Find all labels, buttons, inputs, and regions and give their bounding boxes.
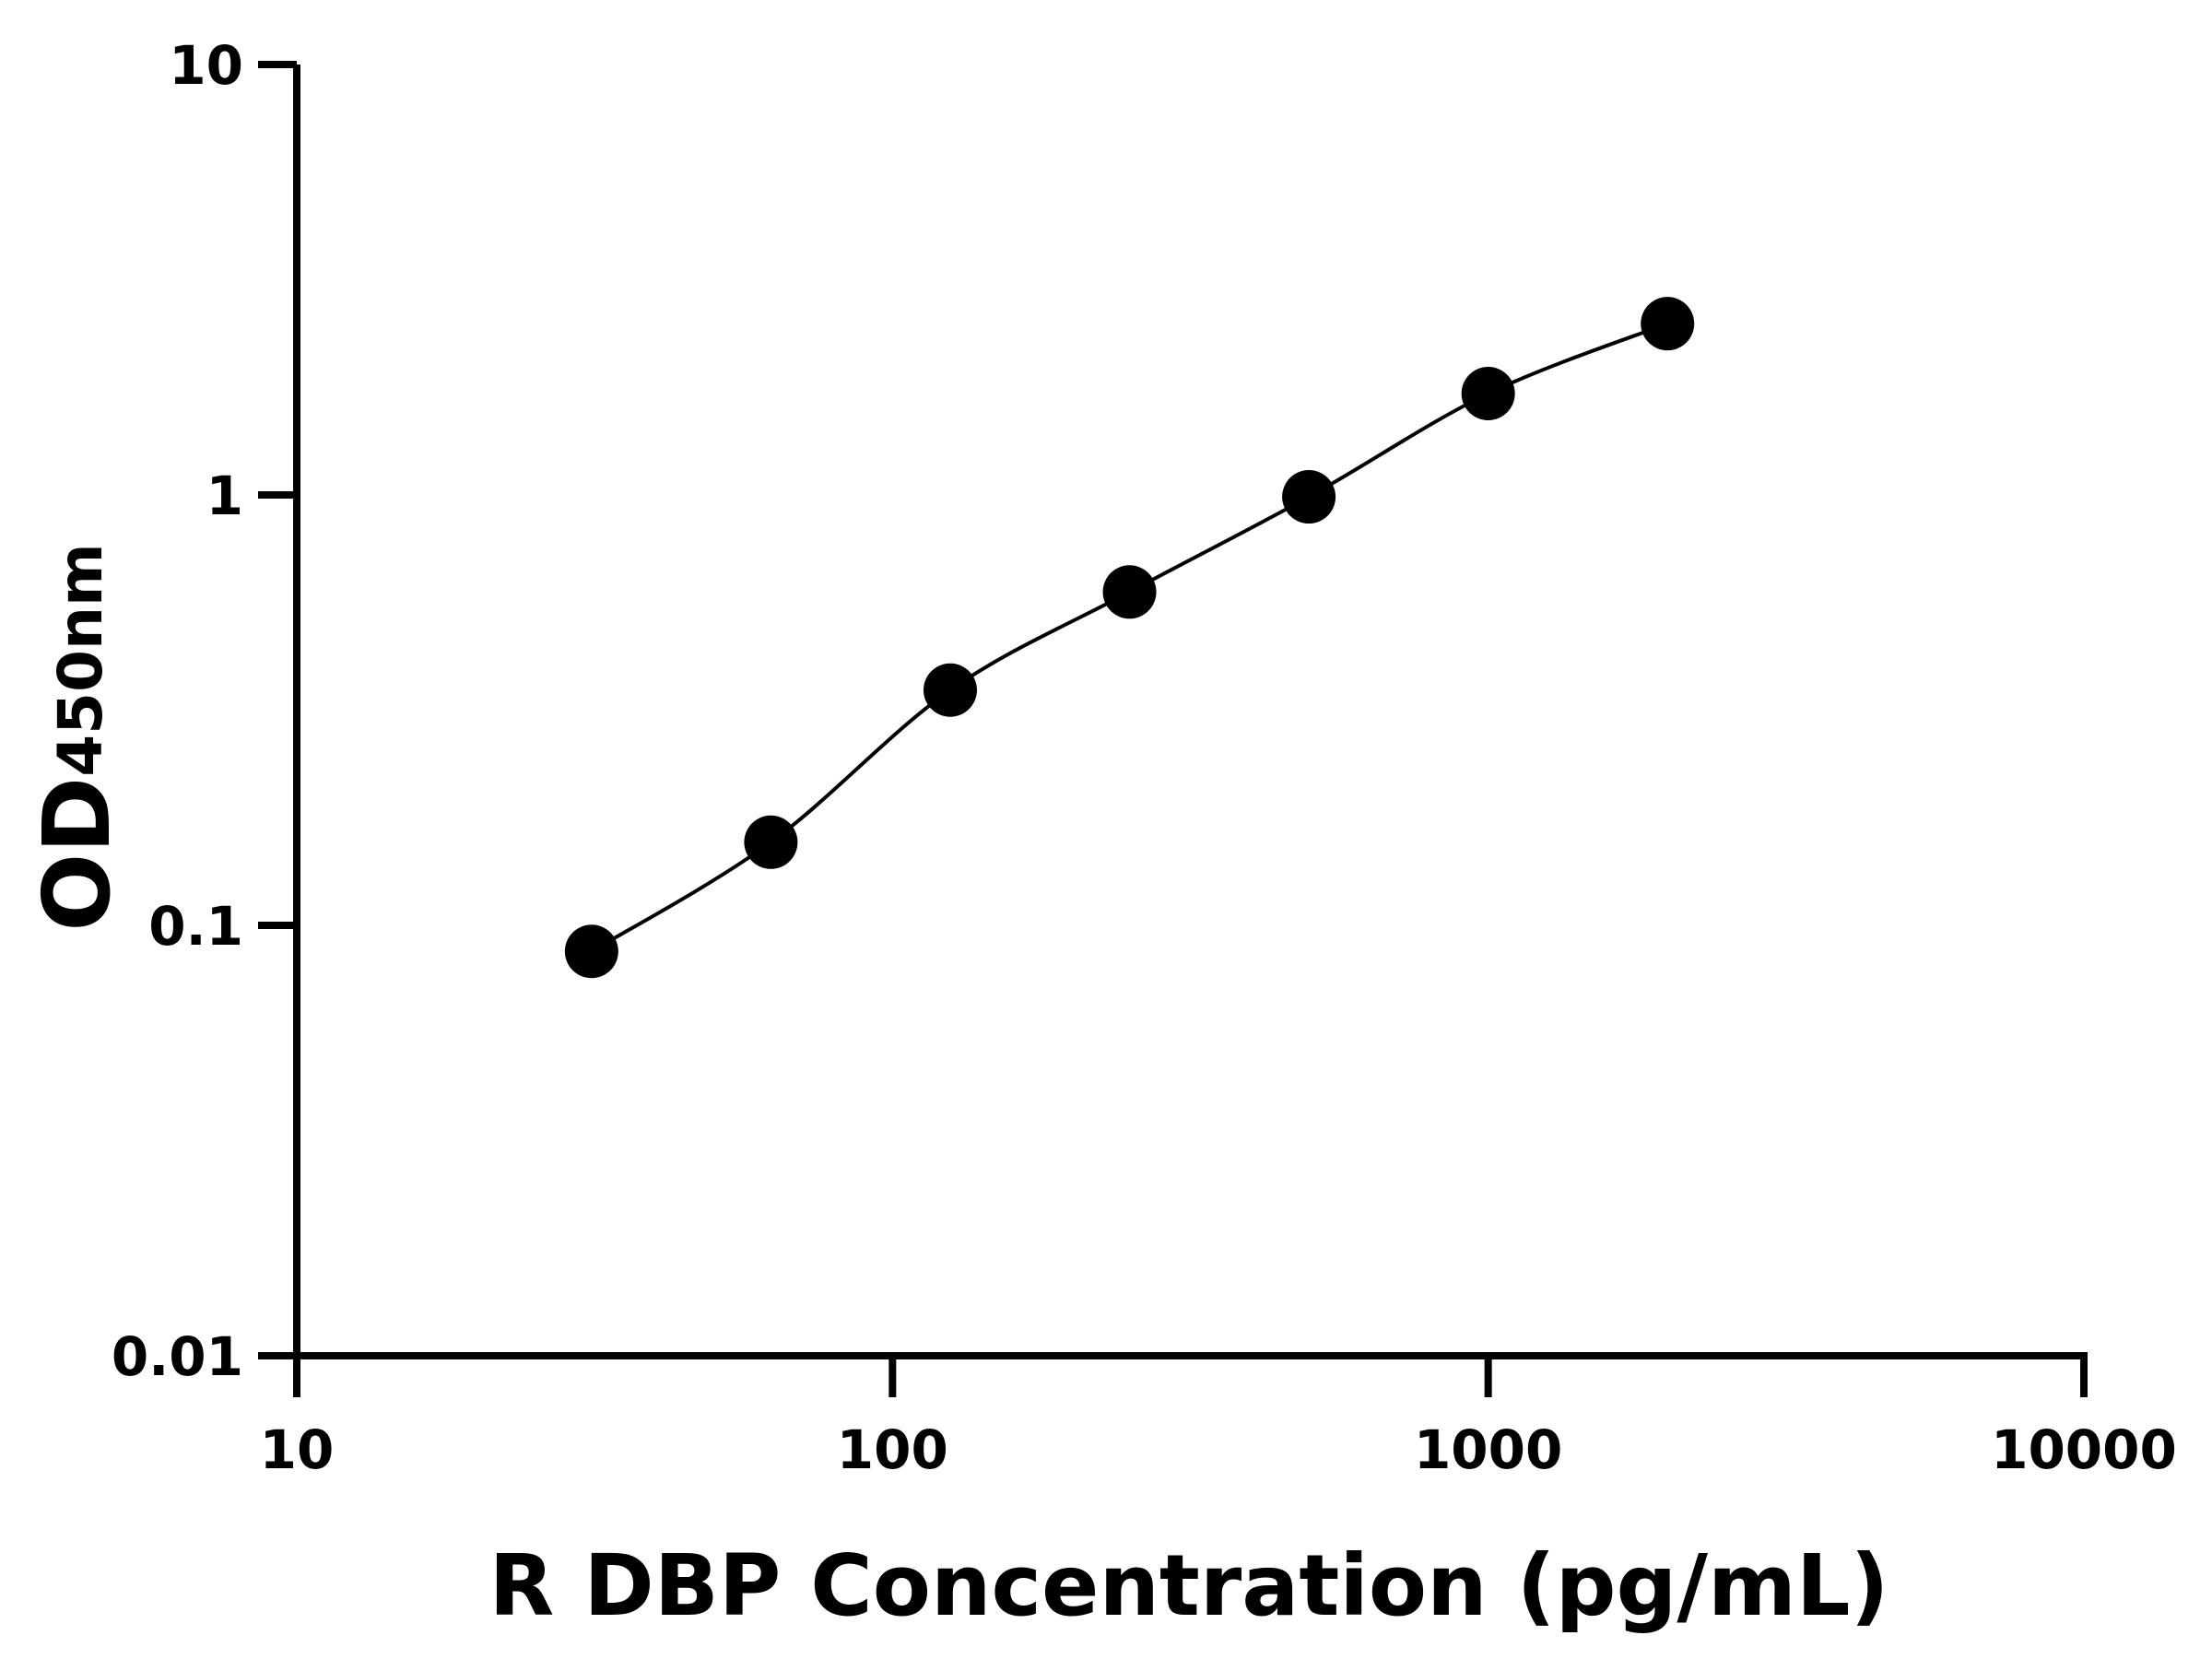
y-axis-label: OD450nm [23, 543, 131, 932]
y-tick-label: 0.1 [148, 895, 243, 958]
x-tick-label: 100 [837, 1418, 948, 1481]
data-point [564, 924, 618, 979]
axes [293, 65, 2088, 1359]
x-tick-label: 10 [260, 1418, 335, 1481]
x-axis-label: R DBP Concentration (pg/mL) [488, 1536, 1888, 1635]
y-axis-label-main: OD [23, 777, 131, 932]
data-point [1641, 297, 1695, 351]
y-tick-label: 10 [169, 34, 243, 97]
x-tick-label: 10000 [1991, 1418, 2177, 1481]
data-point [744, 815, 798, 869]
data-points [564, 297, 1695, 979]
ticks: 10 100 1000 10000 0.01 0.1 1 10 [112, 34, 2177, 1481]
data-point [1102, 565, 1157, 619]
x-tick-label: 1000 [1414, 1418, 1562, 1481]
y-tick-label: 1 [206, 465, 243, 527]
y-axis-label-sub: 450nm [45, 543, 116, 777]
y-tick-label: 0.01 [112, 1325, 243, 1388]
data-point [1461, 367, 1515, 421]
data-point [1282, 470, 1336, 524]
data-point [923, 663, 977, 717]
